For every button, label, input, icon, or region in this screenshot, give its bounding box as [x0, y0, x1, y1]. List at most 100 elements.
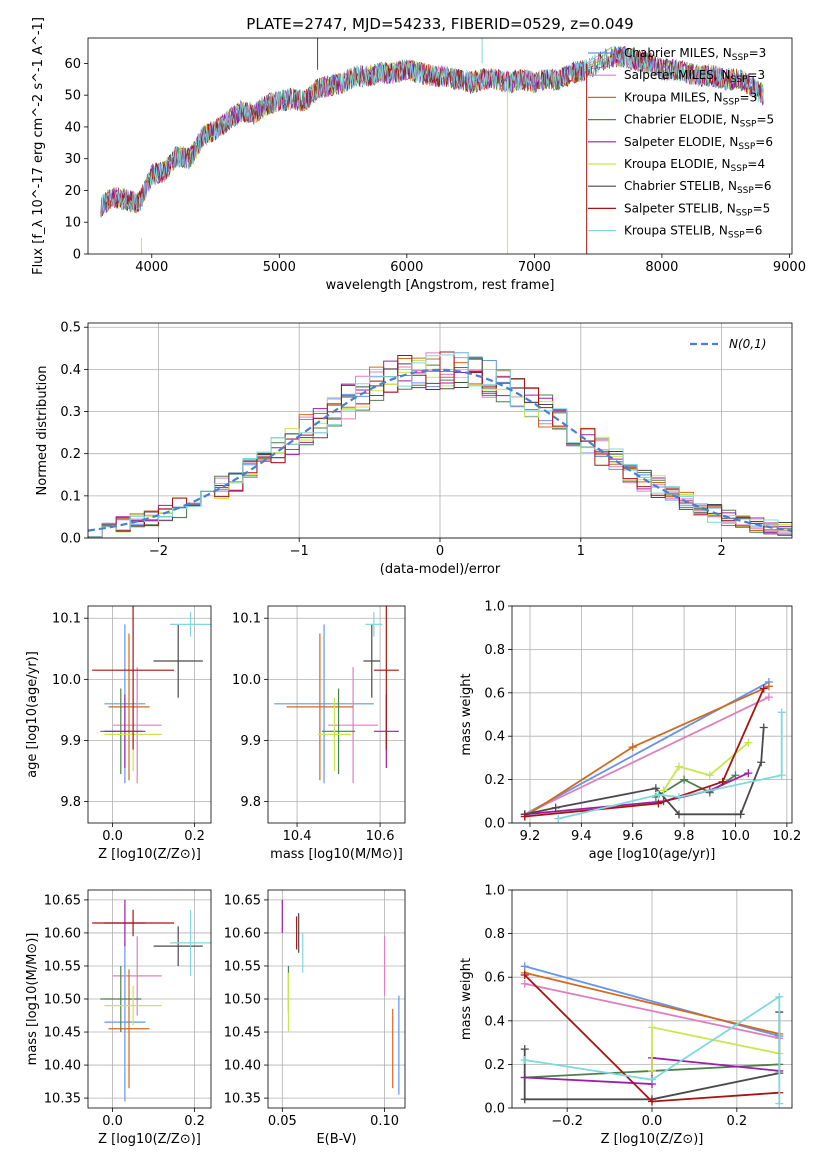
- chart-mass-vs-ebv: 0.05 0.10 10.35 10.40 10.45 10.50 10.55 10.60 10…: [224, 889, 406, 1147]
- weight-line: [524, 696, 770, 816]
- weight-marker: [554, 814, 563, 823]
- y-tick-label: 10.50: [224, 993, 261, 1008]
- weight-marker: [520, 1045, 529, 1054]
- axes-frame: [87, 37, 793, 255]
- y-tick-label: 9.8: [60, 795, 81, 810]
- weight-line: [524, 982, 780, 1040]
- x-axis-label: Z [log10(Z/Z⊙)]: [98, 1132, 201, 1147]
- y-tick-label: 10.35: [224, 1092, 261, 1107]
- y-tick-label: 0.4: [60, 363, 81, 378]
- x-tick-label: 0.0: [102, 829, 123, 844]
- weight-marker: [705, 771, 714, 780]
- chart-weight-vs-Z: −0.2 0.0 0.2 0.0 0.2 0.4 0.6 0.8 1.0 Z [log10(Z/Z…: [459, 884, 793, 1147]
- y-tick-label: 10.65: [224, 893, 261, 908]
- y-axis-label: mass [log10(M/M⊙)]: [25, 933, 40, 1066]
- x-tick-label: 0.2: [727, 1114, 748, 1129]
- y-tick-label: 50: [64, 89, 81, 104]
- y-tick-label: 9.8: [240, 795, 261, 810]
- x-axis-label: age [log10(age/yr)]: [589, 847, 716, 862]
- y-tick-label: 0.5: [60, 321, 81, 336]
- weight-marker: [520, 1056, 529, 1065]
- x-tick-label: 0.0: [102, 1114, 123, 1129]
- x-tick-label: 7000: [518, 260, 551, 275]
- weight-marker: [654, 790, 663, 799]
- x-tick-label: 2: [717, 544, 725, 559]
- weight-marker: [744, 738, 753, 747]
- legend-entry: Salpeter ELODIE, NSSP=6: [624, 135, 773, 152]
- y-tick-label: 30: [64, 152, 81, 167]
- y-tick-label: 20: [64, 184, 81, 199]
- axes-frame: [267, 889, 406, 1109]
- x-tick-label: 6000: [390, 260, 423, 275]
- residuals-plot-area: [88, 351, 792, 538]
- axes-frame: [87, 605, 212, 824]
- axes-frame: [511, 889, 793, 1109]
- weight-marker: [764, 682, 773, 691]
- weight-marker: [628, 743, 637, 752]
- y-axis-label: Normed distribution: [35, 366, 50, 496]
- weight-line: [662, 742, 749, 791]
- x-tick-label: 10.4: [283, 829, 312, 844]
- y-tick-label: 10.40: [44, 1059, 81, 1074]
- age_vs_mass-plot-area: [274, 606, 399, 784]
- x-tick-label: 0.2: [184, 1114, 205, 1129]
- weight-marker: [659, 786, 668, 795]
- y-tick-label: 10.0: [52, 673, 81, 688]
- x-axis-label: mass [log10(M/M⊙)]: [270, 847, 403, 862]
- weight_vs_age-plot-area: [520, 677, 786, 823]
- x-tick-label: 9.2: [520, 829, 541, 844]
- weight-marker: [775, 992, 784, 1001]
- legend-entry: Chabrier MILES, NSSP=3: [624, 46, 766, 63]
- chart-spectrum: 4000 5000 6000 7000 8000 9000 0 10 20 30 40 50 60 wav…: [31, 17, 806, 293]
- y-tick-label: 10.60: [224, 926, 261, 941]
- spectrum-line-salpeter-stelib: [100, 46, 764, 218]
- y-tick-label: 10.50: [44, 993, 81, 1008]
- weight-marker: [648, 1097, 656, 1106]
- y-tick-label: 0.0: [484, 817, 505, 832]
- x-tick-label: 0.05: [268, 1114, 297, 1129]
- weight-marker: [757, 758, 766, 767]
- x-tick-label: −0.2: [551, 1114, 583, 1129]
- legend-entry: Kroupa STELIB, NSSP=6: [624, 224, 762, 241]
- axes-frame: [87, 322, 793, 539]
- y-axis-label: age [log10(age/yr)]: [25, 651, 40, 778]
- y-tick-label: 10.45: [44, 1026, 81, 1041]
- y-tick-label: 10.55: [44, 959, 81, 974]
- y-tick-label: 10.0: [232, 673, 261, 688]
- weight-marker: [551, 803, 560, 812]
- chart-age-vs-Z: 0.0 0.2 9.8 9.9 10.0 10.1 Z [log10(Z/Z⊙)] age […: [25, 605, 212, 862]
- weight-marker: [775, 1099, 784, 1108]
- chart-weight-vs-age: 9.2 9.4 9.6 9.8 10.0 10.2 0.0 0.2 0.4 0.6 0.8 1.0 ag…: [459, 600, 801, 863]
- x-tick-label: 10.0: [721, 829, 750, 844]
- axes-frame: [511, 605, 793, 824]
- y-tick-label: 0.3: [60, 405, 81, 420]
- weight-line: [524, 995, 781, 1104]
- x-tick-label: 10.6: [366, 829, 395, 844]
- chart-age-vs-mass: 10.4 10.6 9.8 9.9 10.0 10.1 mass [log10(M/M⊙)]: [232, 605, 406, 862]
- y-tick-label: 0.6: [484, 686, 505, 701]
- axes-frame: [87, 889, 212, 1109]
- y-tick-label: 10.40: [224, 1059, 261, 1074]
- weight-marker: [520, 812, 529, 821]
- x-tick-label: −1: [290, 544, 309, 559]
- weight-marker: [648, 1075, 656, 1084]
- legend-entry: N(0,1): [729, 337, 766, 351]
- y-axis-label: mass weight: [459, 958, 474, 1040]
- x-axis-label: Z [log10(Z/Z⊙)]: [601, 1132, 704, 1147]
- y-tick-label: 0.4: [484, 730, 505, 745]
- x-tick-label: 10.2: [772, 829, 801, 844]
- y-tick-label: 10.60: [44, 926, 81, 941]
- weight-marker: [718, 777, 727, 786]
- y-axis-label: Flux [f_λ 10^-17 erg cm^-2 s^-1 A^-1]: [31, 17, 46, 275]
- weight-marker: [777, 771, 786, 780]
- y-tick-label: 10.45: [224, 1026, 261, 1041]
- weight-marker: [744, 769, 753, 778]
- legend-entry: Salpeter MILES, NSSP=3: [624, 68, 765, 85]
- histogram-kroupa-stelib: [88, 352, 792, 538]
- x-tick-label: 9.6: [622, 829, 643, 844]
- x-tick-label: 0: [436, 544, 444, 559]
- y-tick-label: 0.8: [484, 927, 505, 942]
- mass_vs_ebv-plot-area: [281, 899, 400, 1095]
- y-tick-label: 0.1: [60, 489, 81, 504]
